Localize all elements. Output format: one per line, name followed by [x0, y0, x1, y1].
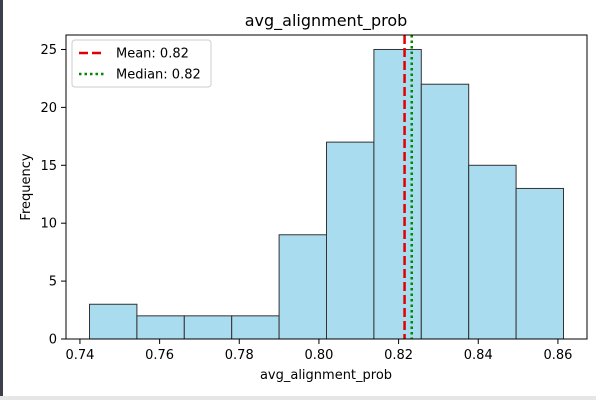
y-tick-label: 0: [49, 333, 57, 348]
x-tick-label: 0.76: [145, 348, 174, 363]
y-axis: 0 5 10 15 20 25: [40, 43, 66, 348]
y-axis-label: Frequency: [19, 153, 34, 220]
histogram-bar: [231, 315, 280, 340]
window-edge: [0, 0, 3, 400]
histogram-bar: [515, 187, 564, 340]
x-axis-label: avg_alignment_prob: [260, 368, 392, 383]
histogram-bar: [136, 315, 185, 340]
x-tick-label: 0.80: [304, 348, 333, 363]
x-tick-label: 0.78: [225, 348, 254, 363]
histogram-bar: [89, 303, 138, 340]
histogram-bar: [420, 83, 470, 340]
chart-title: avg_alignment_prob: [245, 11, 408, 31]
legend-label: Mean: 0.82: [116, 47, 189, 62]
y-tick-label: 10: [40, 217, 57, 232]
x-axis: 0.74 0.76 0.78 0.80 0.82 0.84 0.86: [65, 339, 572, 363]
histogram-bars: [89, 48, 564, 340]
y-tick-label: 25: [40, 43, 57, 58]
scrollbar-track: [0, 396, 596, 400]
plot-frame: [65, 34, 588, 340]
x-tick-label: 0.74: [65, 348, 94, 363]
legend: Mean: 0.82 Median: 0.82: [71, 39, 212, 88]
x-tick-label: 0.86: [543, 348, 572, 363]
y-tick-label: 5: [49, 275, 57, 290]
reference-lines: [403, 35, 413, 339]
y-tick-label: 15: [40, 159, 57, 174]
histogram-bar: [373, 48, 422, 340]
histogram-bar: [183, 315, 233, 340]
histogram-bar: [278, 234, 328, 340]
histogram-bar: [468, 164, 517, 340]
x-tick-label: 0.84: [464, 348, 493, 363]
legend-label: Median: 0.82: [116, 68, 201, 83]
legend-box: [71, 39, 212, 88]
y-tick-label: 20: [40, 101, 57, 116]
histogram-bar: [326, 141, 375, 340]
x-tick-label: 0.82: [384, 348, 413, 363]
